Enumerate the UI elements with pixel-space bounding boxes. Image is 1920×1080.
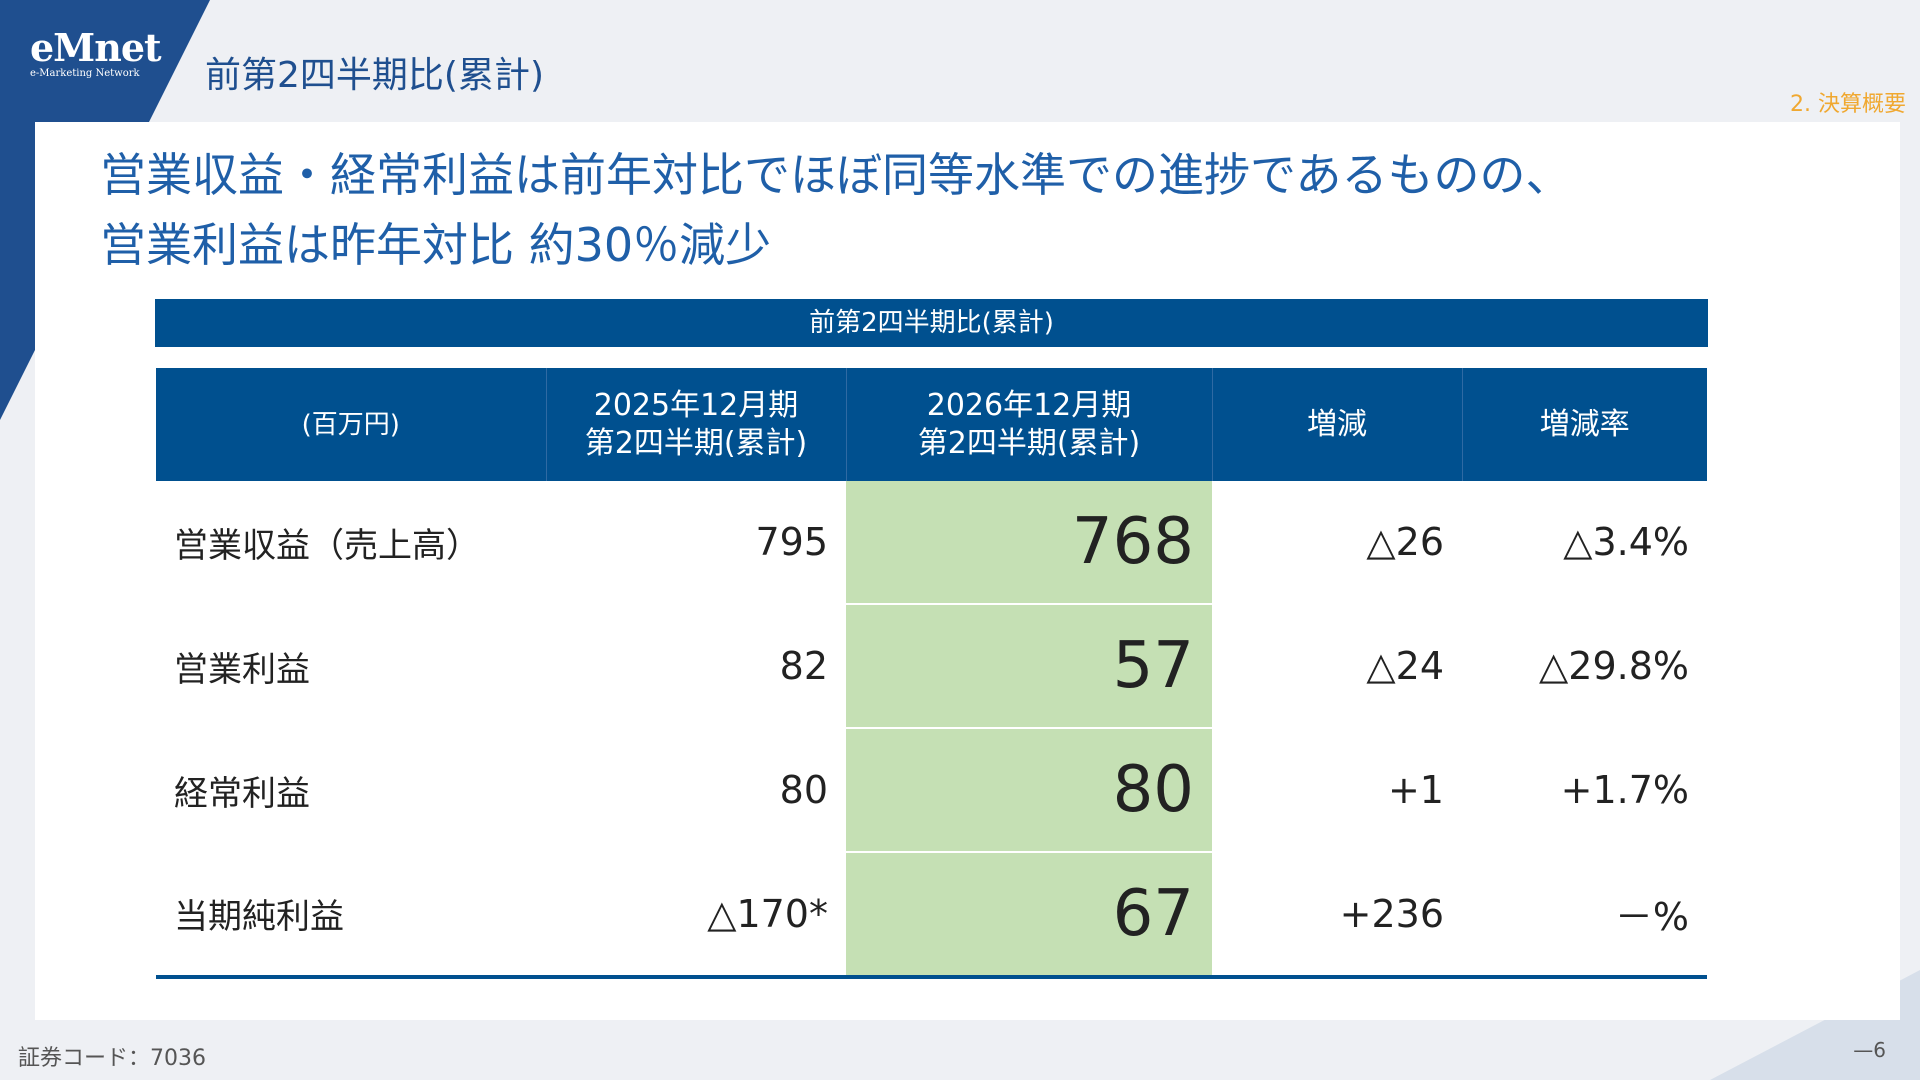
current-value: 67 — [846, 852, 1212, 979]
table-row: 当期純利益 △170* 67 +236 －% — [156, 852, 1707, 979]
table-row: 経常利益 80 80 +1 +1.7% — [156, 728, 1707, 853]
change-value: △26 — [1212, 481, 1462, 605]
slide-title: 前第2四半期比(累計) — [205, 55, 544, 96]
prev-value: △170* — [546, 852, 846, 979]
table-row: 営業収益（売上高） 795 768 △26 △3.4% — [156, 481, 1707, 605]
change-value: △24 — [1212, 604, 1462, 729]
page-number: —6 — [1853, 1038, 1886, 1062]
current-value: 80 — [846, 728, 1212, 853]
column-header-unit: (百万円) — [156, 368, 547, 481]
company-logo: eMnet e-Marketing Network — [30, 25, 162, 80]
table-header-row: (百万円) 2025年12月期 第2四半期(累計) 2026年12月期 第2四半… — [156, 368, 1707, 481]
stock-code: 証券コード：7036 — [18, 1046, 206, 1071]
row-label: 経常利益 — [156, 728, 546, 853]
column-header-change: 増減 — [1212, 368, 1463, 481]
section-label: 2. 決算概要 — [1790, 92, 1906, 117]
prev-value: 82 — [546, 604, 846, 729]
table-row: 営業利益 82 57 △24 △29.8% — [156, 604, 1707, 729]
financial-summary-table: (百万円) 2025年12月期 第2四半期(累計) 2026年12月期 第2四半… — [156, 368, 1707, 979]
row-label: 営業収益（売上高） — [156, 481, 546, 605]
change-rate-value: △29.8% — [1462, 604, 1707, 729]
headline: 営業収益・経常利益は前年対比でほぼ同等水準での進捗であるものの、 営業利益は昨年… — [100, 140, 1660, 280]
headline-line-2: 営業利益は昨年対比 約30％減少 — [100, 218, 772, 272]
row-label: 営業利益 — [156, 604, 546, 729]
logo-tagline: e-Marketing Network — [30, 68, 140, 79]
current-value: 57 — [846, 604, 1212, 729]
change-rate-value: －% — [1462, 852, 1707, 979]
prev-value: 80 — [546, 728, 846, 853]
row-label: 当期純利益 — [156, 852, 546, 979]
logo-mark: eMnet — [30, 25, 162, 70]
headline-line-1: 営業収益・経常利益は前年対比でほぼ同等水準での進捗であるものの、 — [100, 148, 1572, 202]
column-header-prev-period: 2025年12月期 第2四半期(累計) — [546, 368, 847, 481]
column-header-change-rate: 増減率 — [1462, 368, 1707, 481]
column-header-current-period: 2026年12月期 第2四半期(累計) — [846, 368, 1213, 481]
change-value: +236 — [1212, 852, 1462, 979]
change-value: +1 — [1212, 728, 1462, 853]
current-value: 768 — [846, 481, 1212, 605]
change-rate-value: +1.7% — [1462, 728, 1707, 853]
prev-value: 795 — [546, 481, 846, 605]
table-banner: 前第2四半期比(累計) — [155, 299, 1708, 347]
change-rate-value: △3.4% — [1462, 481, 1707, 605]
